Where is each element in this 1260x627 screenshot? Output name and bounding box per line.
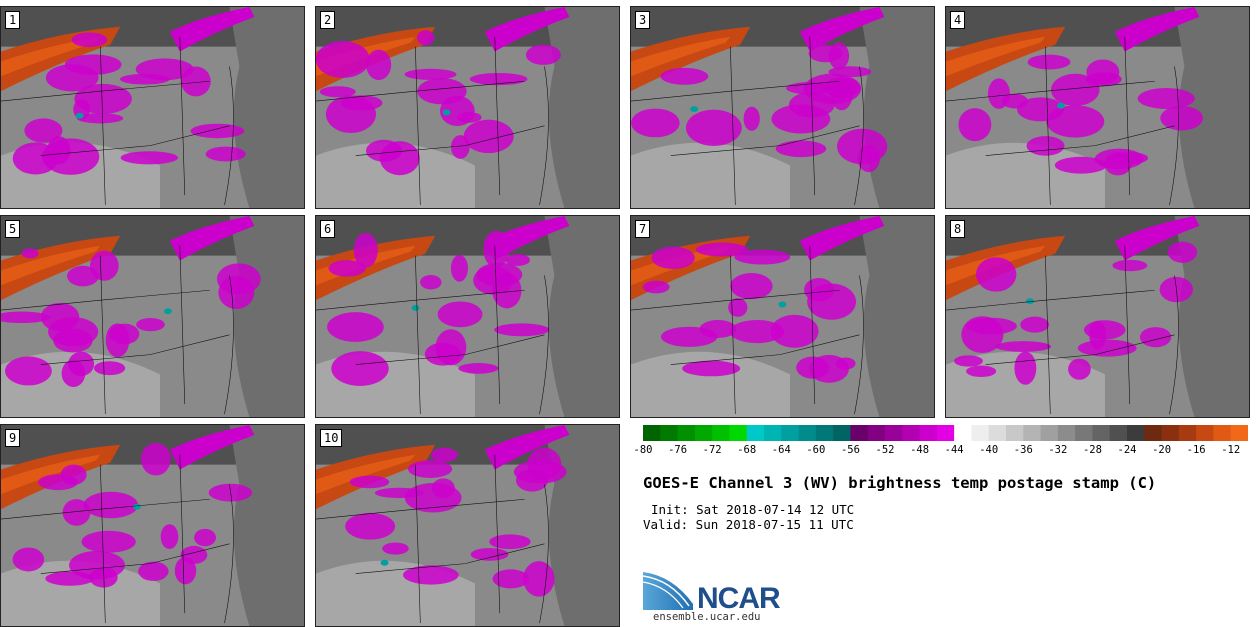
colorbar-bin <box>729 425 748 441</box>
panel-number: 4 <box>950 11 966 29</box>
colorbar-bin <box>660 425 679 441</box>
colorbar-tick-label: -44 <box>944 444 964 456</box>
colorbar-bin <box>1109 425 1128 441</box>
panel-6: 6 <box>315 215 620 418</box>
panel-8: 8 <box>945 215 1250 418</box>
colorbar-bin <box>988 425 1007 441</box>
panel-4: 4 <box>945 6 1250 209</box>
colorbar-bin <box>1075 425 1093 441</box>
colorbar-tick-label: -40 <box>979 444 999 456</box>
colorbar-bin <box>1092 425 1111 441</box>
panel-number: 6 <box>320 220 336 238</box>
panel-7: 7 <box>630 215 935 418</box>
colorbar-tick-label: -76 <box>668 444 688 456</box>
colorbar-tick-label: -16 <box>1186 444 1206 456</box>
colorbar-bin <box>850 425 869 441</box>
colorbar-tick-label: -20 <box>1152 444 1172 456</box>
init-time: Init: Sat 2018-07-14 12 UTC <box>651 502 855 517</box>
colorbar-bin <box>764 425 782 441</box>
colorbar-tick-label: -56 <box>840 444 860 456</box>
colorbar-tick-label: -60 <box>806 444 826 456</box>
colorbar-tick-label: -12 <box>1221 444 1241 456</box>
logo-url: ensemble.ucar.edu <box>653 611 761 623</box>
chart-title: GOES-E Channel 3 (WV) brightness temp po… <box>643 474 1157 492</box>
panel-number: 3 <box>635 11 651 29</box>
colorbar-bin <box>781 425 800 441</box>
ncar-logo-text: NCAR <box>697 582 781 615</box>
panel-10: 10 <box>315 424 620 627</box>
colorbar-bin <box>936 425 955 441</box>
colorbar-bin <box>1144 425 1163 441</box>
colorbar-tick-label: -48 <box>910 444 930 456</box>
colorbar-bin <box>971 425 990 441</box>
colorbar-bin <box>833 425 851 441</box>
colorbar-bin <box>746 425 765 441</box>
colorbar-bin <box>1178 425 1197 441</box>
colorbar <box>643 425 1248 441</box>
colorbar-bin <box>643 425 661 441</box>
panel-5: 5 <box>0 215 305 418</box>
colorbar-tick-label: -52 <box>875 444 895 456</box>
colorbar-tick-label: -32 <box>1048 444 1068 456</box>
panel-number: 2 <box>320 11 336 29</box>
panel-number: 1 <box>5 11 21 29</box>
ncar-logo <box>643 572 693 610</box>
colorbar-tick-label: -64 <box>771 444 791 456</box>
panel-number: 7 <box>635 220 651 238</box>
colorbar-bin <box>954 425 972 441</box>
colorbar-bin <box>677 425 696 441</box>
panel-number: 9 <box>5 429 21 447</box>
colorbar-bin <box>885 425 903 441</box>
colorbar-bin <box>1213 425 1232 441</box>
colorbar-bin <box>1023 425 1042 441</box>
colorbar-tick-label: -72 <box>702 444 722 456</box>
valid-time: Valid: Sun 2018-07-15 11 UTC <box>643 517 854 532</box>
colorbar-tick-label: -68 <box>737 444 757 456</box>
panel-number: 8 <box>950 220 966 238</box>
colorbar-bin <box>902 425 921 441</box>
panel-2: 2 <box>315 6 620 209</box>
colorbar-bin <box>919 425 938 441</box>
colorbar-bin <box>1230 425 1248 441</box>
panel-1: 1 <box>0 6 305 209</box>
panel-number: 10 <box>320 429 343 447</box>
colorbar-bin <box>1161 425 1180 441</box>
colorbar-tick-labels: -80 -76 -72 -68 -64 -60 -56 -52 -48 -44 -40 -36 -32 -… <box>634 444 1248 460</box>
colorbar-bin <box>815 425 834 441</box>
colorbar-tick-label: -24 <box>1117 444 1137 456</box>
colorbar-tick-label: -80 <box>633 444 653 456</box>
colorbar-bin <box>1196 425 1214 441</box>
colorbar-bin <box>694 425 713 441</box>
colorbar-bin <box>1057 425 1076 441</box>
panel-number: 5 <box>5 220 21 238</box>
panel-3: 3 <box>630 6 935 209</box>
colorbar-bin <box>1127 425 1145 441</box>
colorbar-tick-label: -28 <box>1082 444 1102 456</box>
colorbar-bin <box>1040 425 1059 441</box>
colorbar-tick-label: -36 <box>1013 444 1033 456</box>
colorbar-bin <box>867 425 886 441</box>
colorbar-bin <box>1006 425 1024 441</box>
colorbar-bin <box>712 425 730 441</box>
colorbar-bin <box>798 425 817 441</box>
panel-9: 9 <box>0 424 305 627</box>
